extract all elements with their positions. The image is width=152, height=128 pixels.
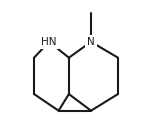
Text: HN: HN (41, 37, 57, 47)
Text: N: N (87, 37, 95, 47)
